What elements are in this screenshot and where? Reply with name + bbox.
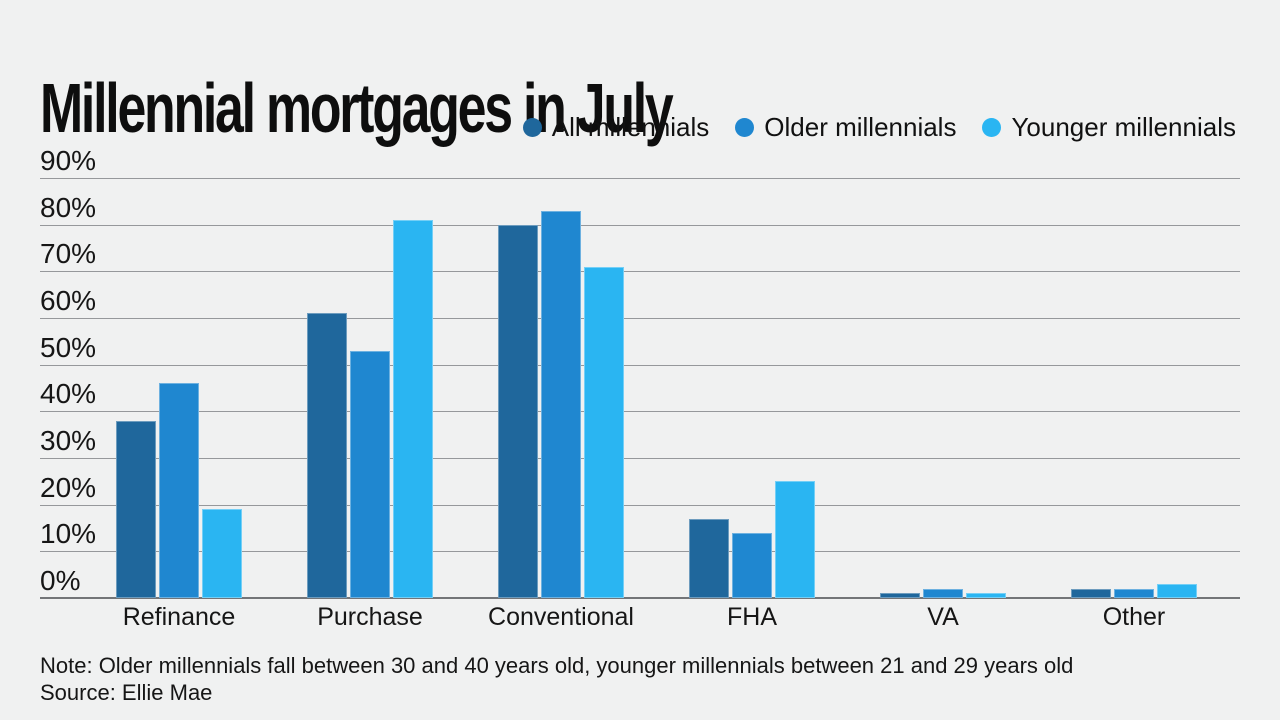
bar [541, 210, 581, 598]
legend-dot-older-millennials-icon [735, 118, 755, 137]
legend-dot-younger-millennials-icon [982, 118, 1002, 137]
gridline [40, 271, 1240, 273]
y-axis-tick-label: 60% [40, 285, 97, 316]
bar [116, 420, 156, 598]
legend: All millennials Older millennials Younge… [522, 112, 1236, 143]
bar [880, 593, 920, 598]
gridline [40, 551, 1240, 553]
y-axis-tick-label: 0% [40, 565, 81, 596]
y-axis-tick-label: 10% [40, 518, 97, 550]
gridline [40, 458, 1240, 459]
gridline [40, 504, 1240, 506]
legend-item-older-millennials: Older millennials [735, 112, 956, 143]
bar [1114, 588, 1154, 598]
gridline [40, 178, 1240, 179]
bar [689, 518, 729, 598]
bar [584, 266, 624, 598]
x-axis-category-label: FHA [727, 603, 777, 631]
bar [350, 350, 390, 598]
y-axis-tick-label: 30% [40, 425, 97, 456]
bar [775, 481, 815, 598]
bar [498, 224, 538, 598]
y-axis-tick-label: 50% [40, 331, 97, 363]
y-axis-tick-label: 70% [40, 238, 97, 270]
chart-note: Note: Older millennials fall between 30 … [40, 653, 1074, 678]
legend-label-older-millennials: Older millennials [764, 112, 957, 142]
y-axis-tick-label: 90% [40, 145, 97, 176]
x-axis-category-label: Refinance [122, 603, 236, 631]
x-axis-category-label: VA [927, 603, 959, 631]
x-axis-baseline [40, 597, 1240, 599]
bar [202, 509, 242, 598]
legend-label-all-millennials: All millennials [551, 112, 710, 142]
gridline [40, 411, 1240, 413]
bar [1157, 584, 1197, 598]
bar [732, 532, 772, 598]
bar [966, 593, 1006, 598]
legend-item-all-millennials: All millennials [522, 112, 710, 143]
legend-label-younger-millennials: Younger millennials [1011, 112, 1236, 142]
chart-source: Source: Ellie Mae [40, 680, 213, 705]
bar [307, 313, 347, 598]
chart-title: Millennial mortgages in July [40, 68, 674, 147]
gridline [40, 364, 1240, 366]
bar [1071, 588, 1111, 598]
bar [923, 588, 963, 598]
y-axis-tick-label: 20% [40, 471, 97, 503]
y-axis-tick-label: 40% [40, 378, 97, 410]
x-axis-category-label: Purchase [317, 603, 423, 631]
x-axis-category-label: Other [1102, 603, 1166, 631]
bar [393, 220, 433, 598]
legend-item-younger-millennials: Younger millennials [982, 112, 1236, 143]
y-axis-tick-label: 80% [40, 191, 97, 223]
legend-dot-all-millennials-icon [522, 118, 542, 137]
gridline [40, 224, 1240, 226]
bar [159, 383, 199, 598]
x-axis-category-label: Conventional [488, 603, 634, 631]
gridline [40, 318, 1240, 319]
